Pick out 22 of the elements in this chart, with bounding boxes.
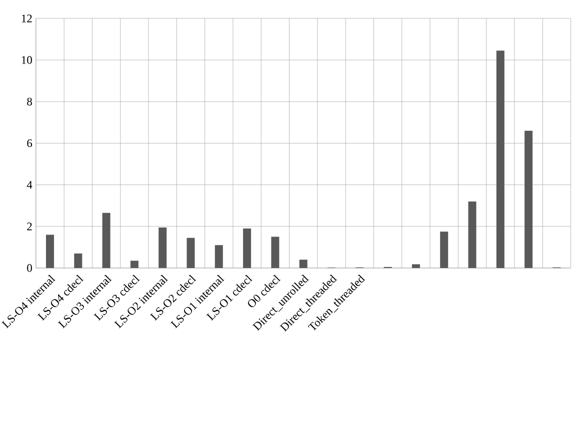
bar (102, 212, 110, 268)
bar (214, 245, 223, 268)
bar (524, 130, 533, 268)
bar (496, 50, 504, 268)
bar (74, 253, 82, 268)
y-tick-label: 6 (27, 139, 32, 148)
y-tick-label: 8 (27, 98, 32, 106)
y-tick-label: 2 (27, 222, 32, 230)
bar (186, 238, 195, 268)
bar (46, 234, 54, 268)
y-tick-label: 4 (26, 181, 32, 189)
bar (468, 201, 476, 268)
bar (130, 260, 138, 268)
y-tick-label: 10 (22, 56, 32, 64)
bar (440, 232, 448, 268)
y-tick-label: 12 (22, 14, 32, 22)
bar (412, 264, 420, 268)
bar (243, 228, 252, 268)
bar (271, 236, 280, 268)
bar (158, 227, 167, 268)
bar (299, 260, 308, 268)
y-tick-label: 0 (27, 264, 32, 272)
